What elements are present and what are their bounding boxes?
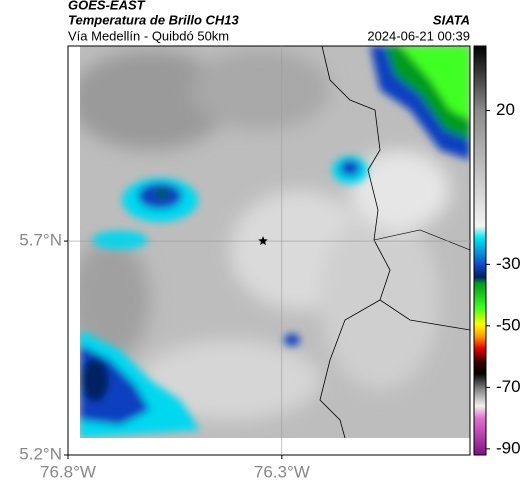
title: Temperatura de Brillo CH13 — [68, 12, 240, 27]
x-tick-label: 76.8°W — [40, 462, 96, 481]
colorbar-label: -90 — [496, 438, 521, 457]
source: SIATA — [433, 12, 470, 27]
subtitle: Vía Medellín - Quibdó 50km — [68, 28, 229, 43]
location-marker — [258, 236, 268, 246]
colorbar — [473, 45, 487, 456]
x-tick-label: 76.3°W — [254, 462, 310, 481]
colorbar-label: -50 — [496, 315, 521, 334]
map-frame — [67, 45, 471, 456]
y-tick-label: 5.7°N — [19, 231, 62, 250]
y-tick-label: 5.2°N — [19, 444, 62, 463]
colorbar-label: -70 — [496, 377, 521, 396]
satellite-image — [80, 46, 470, 438]
colorbar-label: -30 — [496, 254, 521, 273]
datetime: 2024-06-21 00:39 — [367, 28, 470, 43]
colorbar-label: 20 — [496, 100, 515, 119]
satellite: GOES-EAST — [68, 0, 146, 12]
